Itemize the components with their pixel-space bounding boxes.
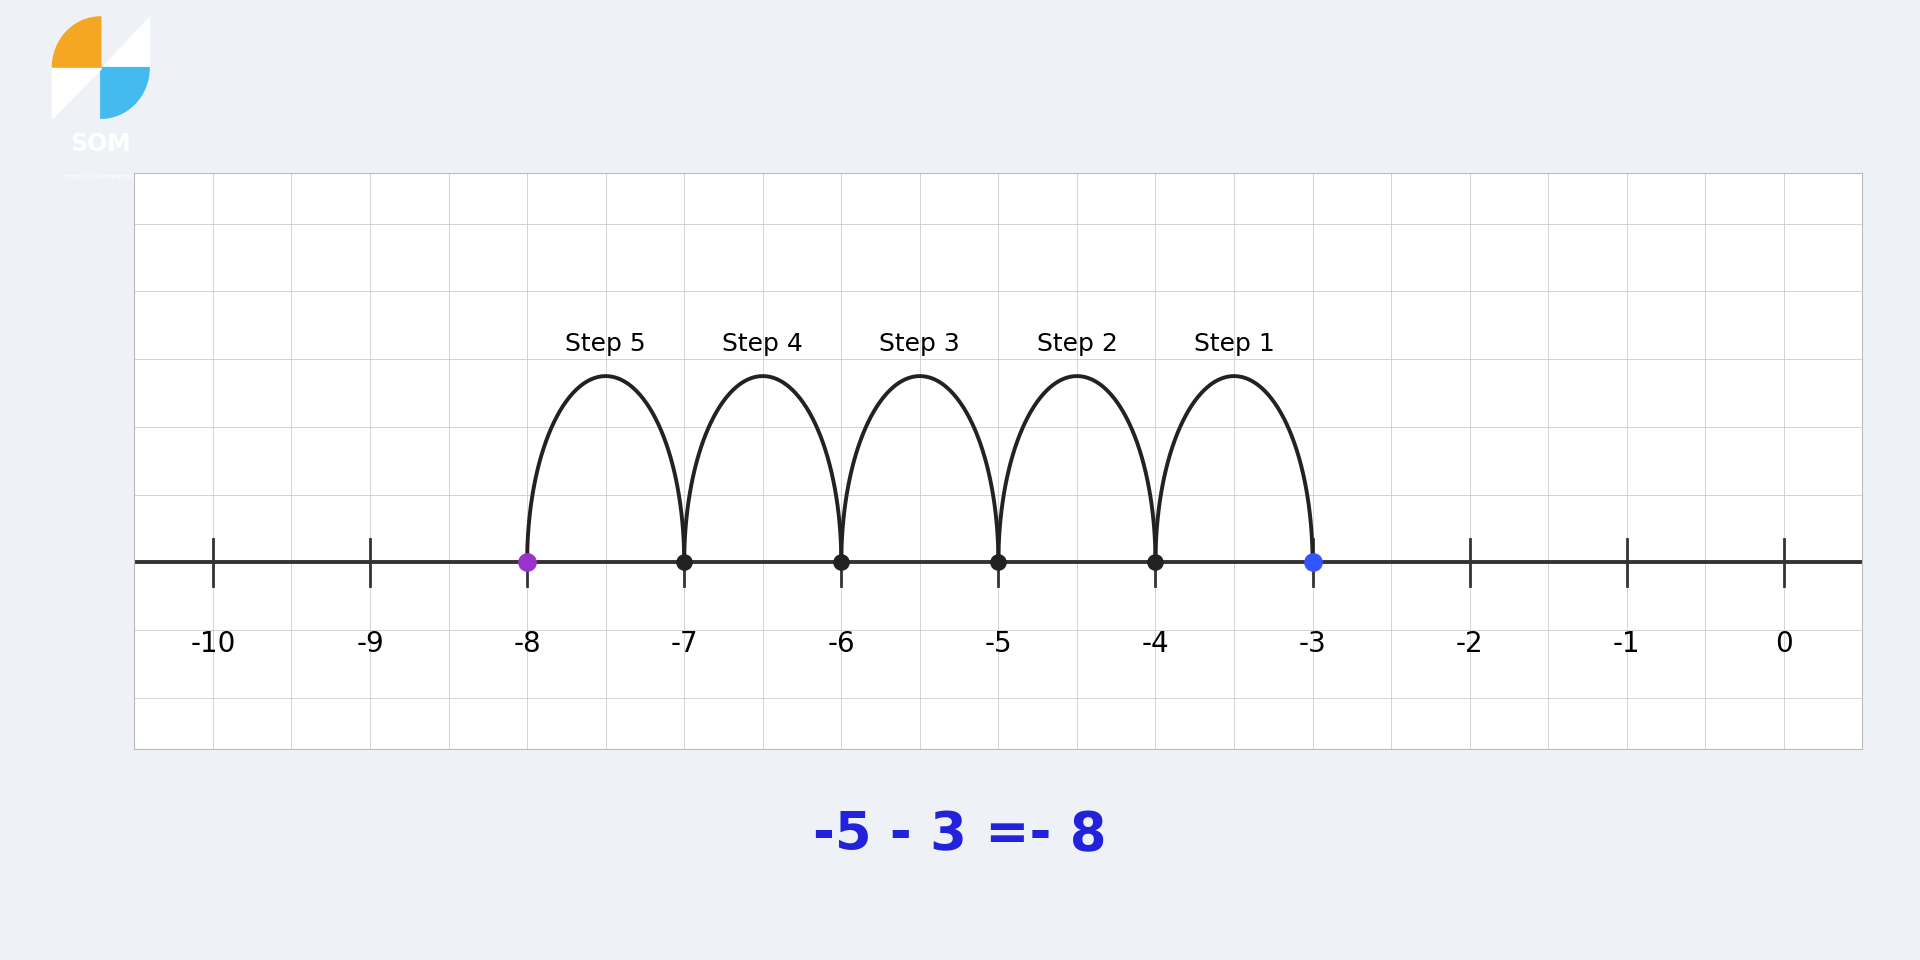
Point	[668, 555, 699, 570]
Wedge shape	[52, 17, 100, 67]
Text: -1: -1	[1613, 630, 1640, 659]
Text: -10: -10	[190, 630, 236, 659]
Text: Step 2: Step 2	[1037, 332, 1117, 356]
Point	[1140, 555, 1171, 570]
Polygon shape	[52, 67, 100, 118]
Point	[513, 555, 543, 570]
Text: -2: -2	[1455, 630, 1484, 659]
Point	[1298, 555, 1329, 570]
Text: 0: 0	[1774, 630, 1793, 659]
Text: -5: -5	[985, 630, 1012, 659]
Text: -8: -8	[513, 630, 541, 659]
Text: SOM: SOM	[71, 132, 131, 156]
Wedge shape	[100, 67, 150, 118]
Text: Step 5: Step 5	[564, 332, 645, 356]
Polygon shape	[100, 17, 150, 67]
Text: -7: -7	[670, 630, 699, 659]
Text: -5 - 3 =- 8: -5 - 3 =- 8	[814, 809, 1106, 861]
Text: -6: -6	[828, 630, 854, 659]
Text: Step 4: Step 4	[722, 332, 803, 356]
Text: -3: -3	[1298, 630, 1327, 659]
Text: -9: -9	[357, 630, 384, 659]
Text: Step 3: Step 3	[879, 332, 960, 356]
Point	[826, 555, 856, 570]
Text: -4: -4	[1142, 630, 1169, 659]
Text: STORY OF MATHEMATICS: STORY OF MATHEMATICS	[63, 175, 138, 180]
Point	[983, 555, 1014, 570]
Text: Step 1: Step 1	[1194, 332, 1275, 356]
